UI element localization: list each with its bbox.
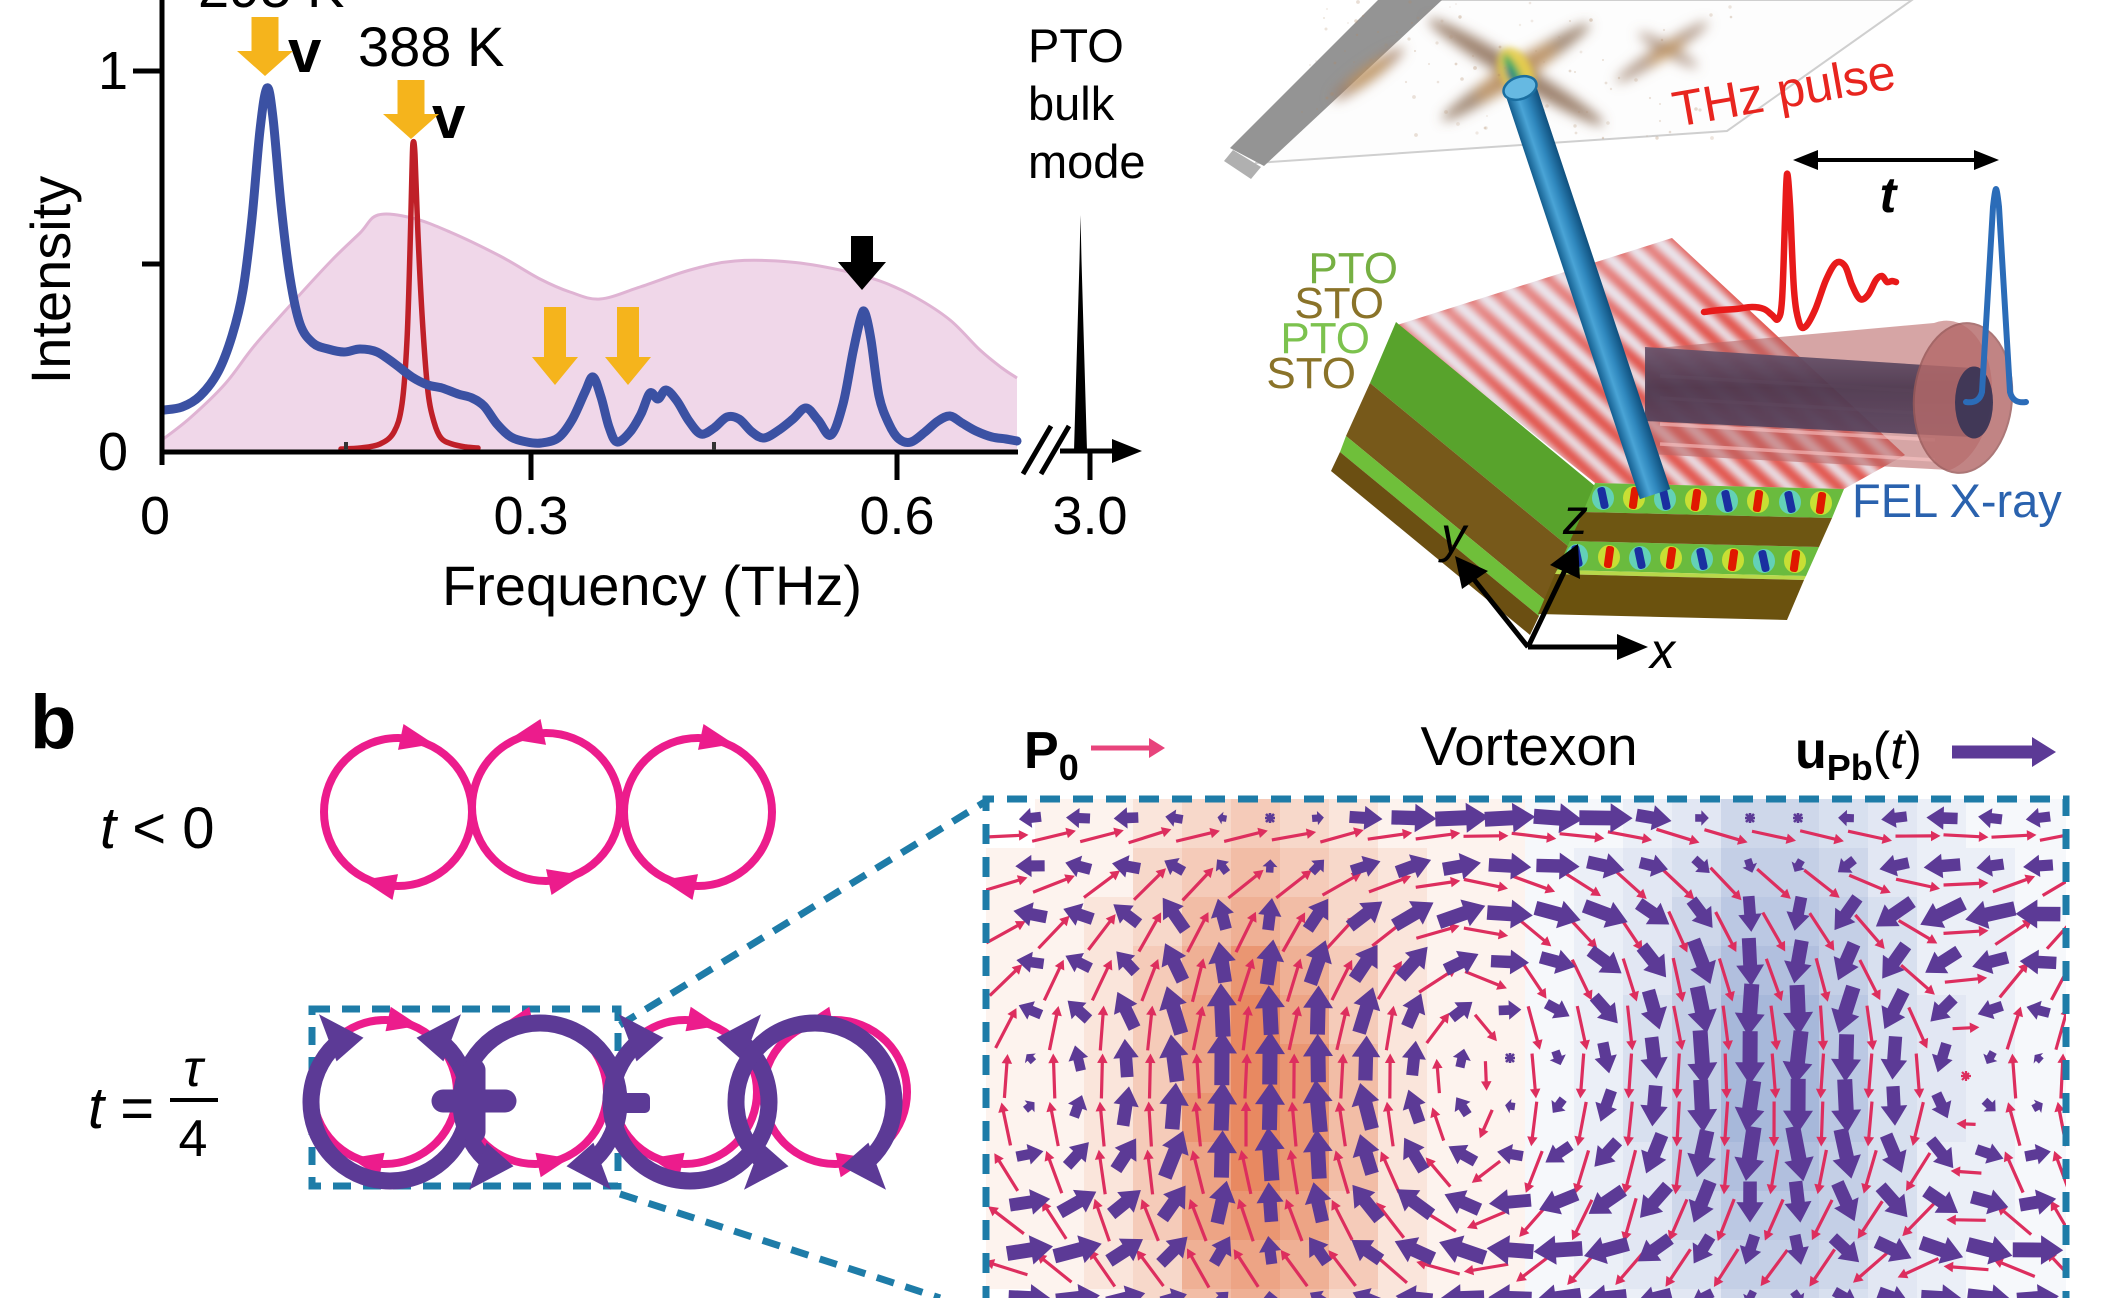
svg-text:b: b	[30, 680, 76, 765]
svg-text:PTO: PTO	[1280, 314, 1370, 363]
svg-text:Vortexon: Vortexon	[1420, 715, 1637, 777]
svg-text:4: 4	[179, 1110, 208, 1168]
svg-text:FEL X-ray: FEL X-ray	[1852, 474, 2062, 527]
svg-text:y: y	[1438, 507, 1469, 563]
svg-text:388 K: 388 K	[358, 15, 504, 78]
svg-text:PTO: PTO	[1028, 19, 1124, 72]
svg-text:t < 0: t < 0	[100, 796, 214, 861]
svg-text:STO: STO	[1294, 279, 1384, 328]
svg-text:0.6: 0.6	[859, 486, 934, 546]
svg-text:3.0: 3.0	[1052, 486, 1127, 546]
svg-text:mode: mode	[1028, 135, 1146, 188]
svg-text:STO: STO	[1266, 349, 1356, 398]
svg-text:x: x	[1648, 623, 1677, 679]
svg-text:t: t	[1880, 167, 1899, 223]
svg-text:PTO: PTO	[1308, 244, 1398, 293]
svg-text:Intensity: Intensity	[19, 176, 82, 385]
svg-text:0: 0	[140, 486, 170, 546]
svg-text:0: 0	[98, 422, 128, 482]
svg-text:v: v	[288, 18, 322, 85]
svg-text:v: v	[432, 84, 466, 151]
svg-text:τ: τ	[183, 1040, 206, 1098]
svg-text:uPb(t): uPb(t)	[1795, 722, 1922, 788]
svg-text:z: z	[1562, 489, 1588, 545]
svg-text:0.3: 0.3	[493, 486, 568, 546]
svg-text:Frequency (THz): Frequency (THz)	[442, 554, 862, 617]
svg-text:295 K: 295 K	[198, 0, 344, 19]
svg-text:1: 1	[98, 41, 128, 101]
svg-text:bulk: bulk	[1028, 77, 1115, 130]
svg-text:t =: t =	[88, 1076, 154, 1141]
